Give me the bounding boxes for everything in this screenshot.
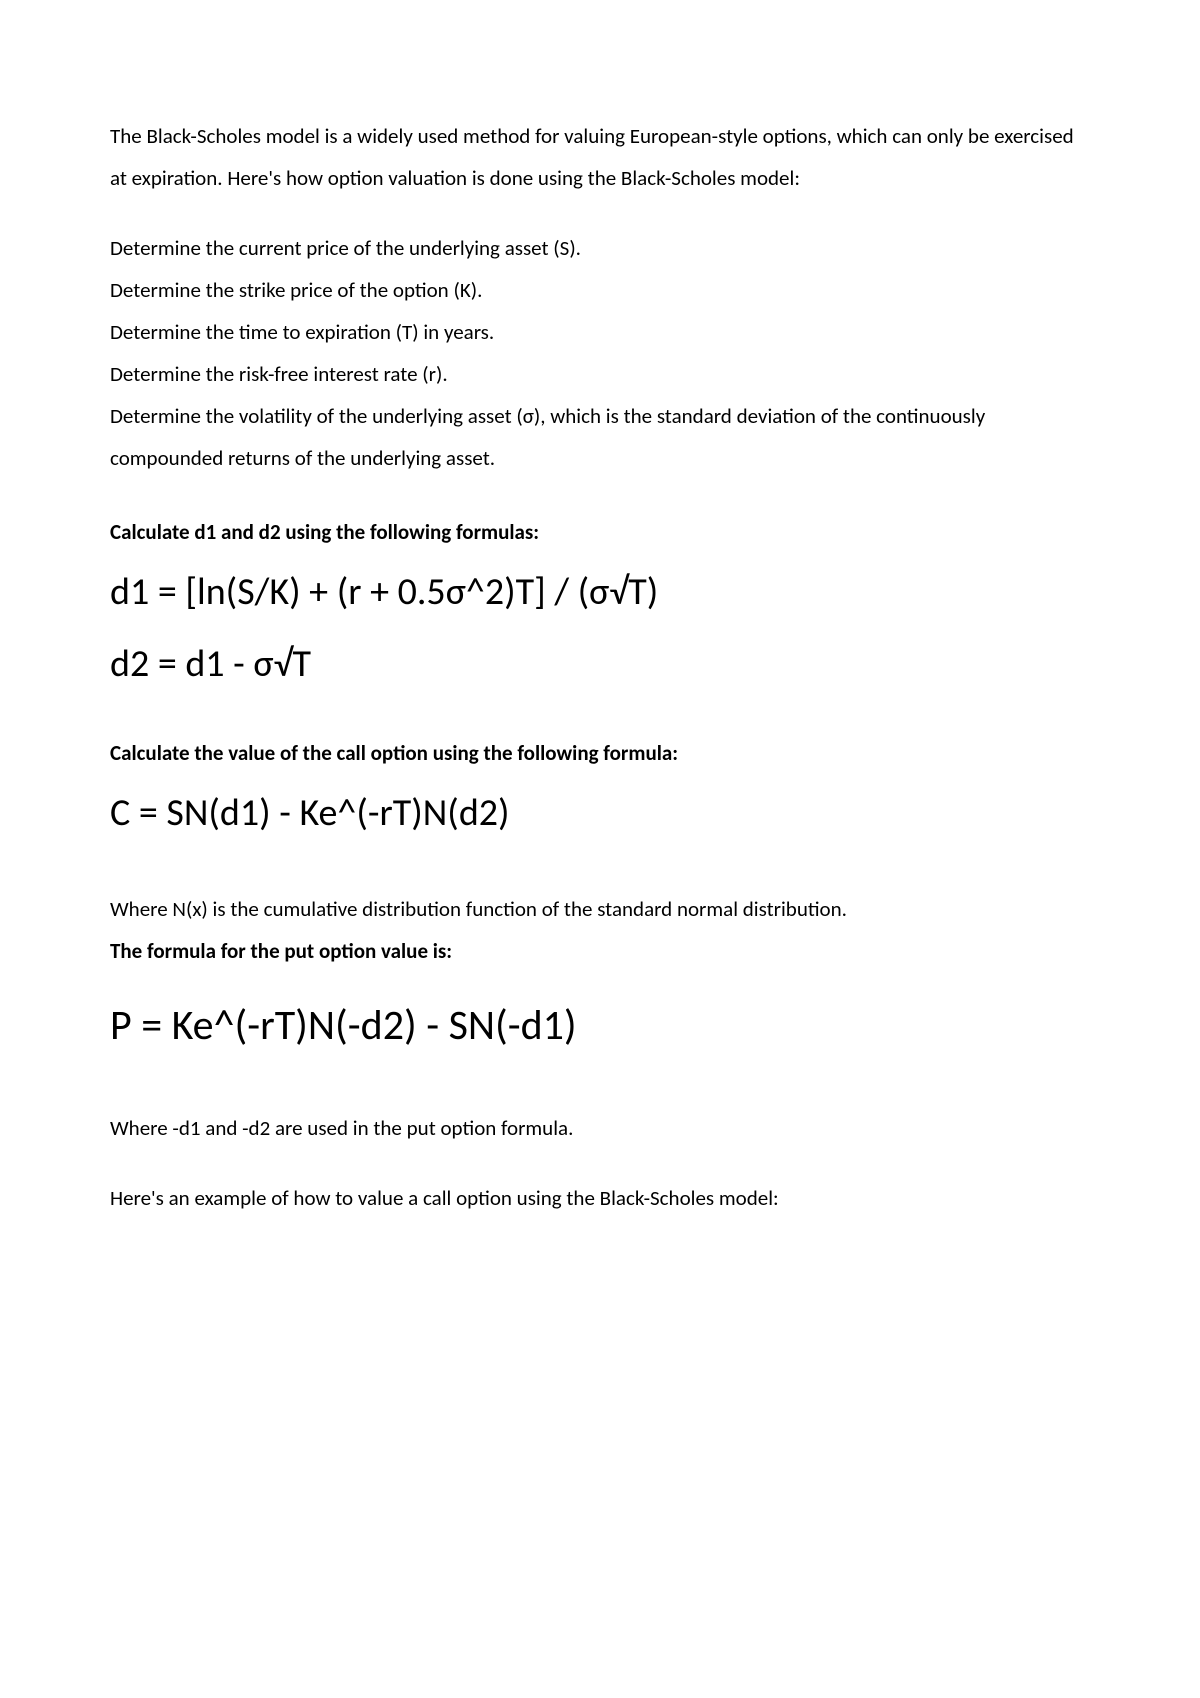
formula-block-d: d1 = [ln(S/K) + (r + 0.5σ^2)T] / (σ√T) d… [110,559,1090,698]
step-time-to-expiration: Determine the time to expiration (T) in … [110,311,1090,353]
formula-d2: d2 = d1 - σ√T [110,631,1090,698]
step-volatility: Determine the volatility of the underlyi… [110,395,1090,479]
formula-block-call: C = SN(d1) - Ke^(-rT)N(d2) [110,780,1090,847]
intro-paragraph: The Black-Scholes model is a widely used… [110,115,1090,199]
heading-d1-d2: Calculate d1 and d2 using the following … [110,513,1090,553]
formula-put: P = Ke^(-rT)N(-d2) - SN(-d1) [110,992,1090,1059]
heading-call: Calculate the value of the call option u… [110,734,1090,774]
heading-put: The formula for the put option value is: [110,932,1090,972]
input-steps: Determine the current price of the under… [110,227,1090,479]
put-note: Where -d1 and -d2 are used in the put op… [110,1107,1090,1149]
step-risk-free-rate: Determine the risk-free interest rate (r… [110,353,1090,395]
example-intro: Here's an example of how to value a call… [110,1177,1090,1219]
formula-d1: d1 = [ln(S/K) + (r + 0.5σ^2)T] / (σ√T) [110,559,1090,626]
nx-explanation: Where N(x) is the cumulative distributio… [110,888,1090,930]
formula-call: C = SN(d1) - Ke^(-rT)N(d2) [110,780,1090,847]
step-strike-price: Determine the strike price of the option… [110,269,1090,311]
step-underlying-price: Determine the current price of the under… [110,227,1090,269]
